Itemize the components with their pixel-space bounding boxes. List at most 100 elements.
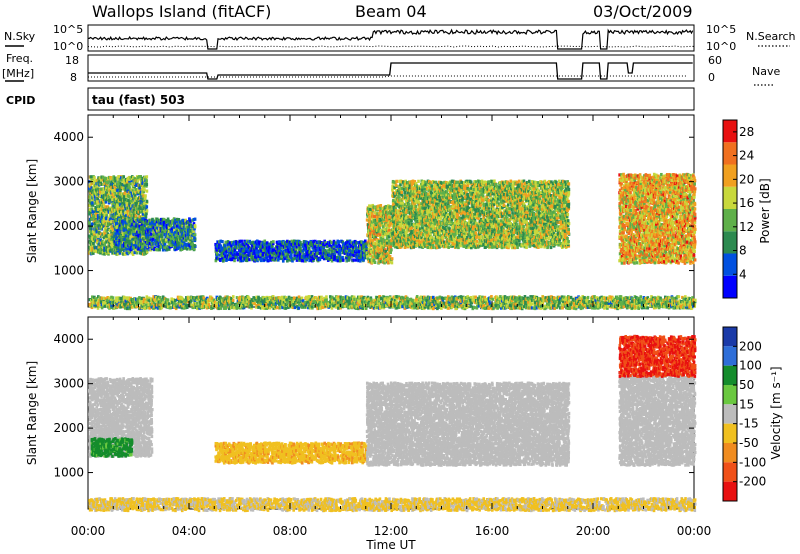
power-cell (395, 184, 398, 187)
cpid-label: CPID (6, 94, 35, 107)
power-cell (432, 244, 435, 247)
power-cell (369, 205, 372, 208)
power-cell (186, 247, 189, 250)
nave-label: Nave (752, 65, 780, 78)
power-cell (146, 175, 149, 178)
power-cell (390, 248, 393, 251)
station-title: Wallops Island (fitACF) (92, 2, 271, 21)
power-cell (430, 236, 433, 239)
cpid-value: tau (fast) 503 (92, 93, 185, 107)
power-cell (117, 175, 120, 178)
power-cell (331, 249, 334, 252)
power-cell (339, 245, 342, 248)
nsearch-trace (88, 46, 694, 47)
power-cell (122, 175, 125, 178)
power-cell (194, 224, 197, 227)
power-cell (352, 259, 355, 262)
power-cell (137, 234, 140, 237)
power-cell (434, 222, 437, 225)
power-cell (354, 244, 357, 247)
power-cell (381, 221, 384, 224)
power-cell (319, 258, 322, 261)
power-cell (369, 208, 372, 211)
power-cell (430, 228, 433, 231)
power-cell (379, 204, 382, 207)
power-cell (91, 201, 94, 204)
power-cell (132, 230, 135, 233)
noise-tick-high: 10^5 (53, 23, 83, 36)
power-cell (96, 220, 99, 223)
power-cell (395, 214, 398, 217)
power-cell (193, 236, 196, 239)
power-cell (442, 236, 445, 239)
date-title: 03/Oct/2009 (593, 2, 693, 21)
power-cell (133, 227, 136, 230)
power-cell (418, 200, 421, 203)
freq-tick-high: 18 (65, 54, 79, 67)
power-cell (395, 180, 398, 183)
power-cell (240, 240, 243, 243)
noise-tick-high-right: 10^5 (706, 23, 736, 36)
power-cell (215, 251, 218, 254)
power-cell (342, 259, 345, 262)
power-cell (374, 261, 377, 264)
power-cell (339, 253, 342, 256)
nsky-label: N.Sky (4, 30, 36, 43)
power-cell (263, 240, 266, 243)
noise-tick-low: 10^0 (53, 40, 83, 53)
power-cell (317, 248, 320, 251)
power-cell (145, 212, 148, 215)
power-cell (93, 176, 96, 179)
nave-tick-high: 60 (708, 54, 722, 67)
power-cell (194, 233, 197, 236)
power-cell (418, 191, 421, 194)
power-cell (133, 222, 136, 225)
nave-tick-low: 0 (708, 71, 715, 84)
power-cell (221, 240, 224, 243)
power-cell (391, 257, 394, 260)
power-cell (145, 179, 148, 182)
power-cell (94, 236, 97, 239)
power-cell (97, 235, 100, 238)
power-cell (145, 205, 148, 208)
power-cell (401, 202, 404, 205)
power-cell (110, 248, 113, 251)
power-cell (419, 241, 422, 244)
power-cell (415, 205, 418, 208)
power-cell (145, 183, 148, 186)
power-cell (417, 180, 420, 183)
power-cell (369, 235, 372, 238)
power-cell (146, 200, 149, 203)
power-cell (338, 240, 341, 243)
power-cell (447, 246, 450, 249)
power-cell (272, 240, 275, 243)
power-cell (399, 183, 402, 186)
power-cell (233, 259, 236, 262)
freq-label-2: [MHz] (2, 67, 34, 80)
freq-label-1: Freq. (6, 52, 33, 65)
power-cell (308, 247, 311, 250)
power-cell (146, 209, 149, 212)
power-cell (341, 256, 344, 259)
power-cell (193, 244, 196, 247)
power-cell (403, 229, 406, 232)
power-cell (403, 191, 406, 194)
power-cell (388, 216, 391, 219)
freq-tick-low: 8 (70, 71, 77, 84)
power-cell (348, 249, 351, 252)
nsky-trace (88, 30, 693, 49)
power-cell (144, 194, 147, 197)
power-cell (194, 218, 197, 221)
power-cell (146, 189, 149, 192)
nsearch-label: N.Search (746, 30, 796, 43)
power-cell (143, 188, 146, 191)
power-cell (224, 244, 227, 247)
noise-tick-low-right: 10^0 (706, 40, 736, 53)
power-cell (389, 245, 392, 248)
power-cell (448, 242, 451, 245)
power-cell (391, 261, 394, 264)
beam-title: Beam 04 (355, 2, 427, 21)
nave-trace (88, 76, 686, 77)
power-cell (88, 235, 91, 238)
